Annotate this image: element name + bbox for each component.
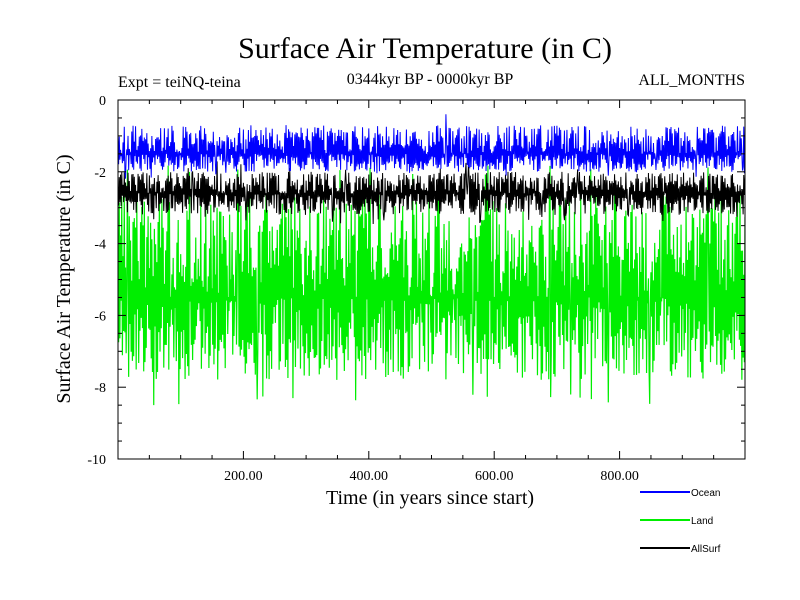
- y-tick-label: -6: [94, 309, 106, 324]
- legend-label-ocean: Ocean: [691, 488, 720, 499]
- experiment-label: Expt = teiNQ-teina: [118, 74, 241, 91]
- legend: Ocean Land AllSurf: [640, 488, 721, 555]
- time-range-label: 0344kyr BP - 0000kyr BP: [347, 71, 514, 88]
- y-tick-label: -10: [87, 453, 106, 468]
- y-tick-label: -4: [94, 238, 106, 253]
- x-tick-label: 600.00: [475, 469, 514, 484]
- series-line-allsurf: [118, 161, 745, 225]
- y-tick-label: -8: [94, 381, 106, 396]
- legend-label-allsurf: AllSurf: [691, 544, 721, 555]
- legend-label-land: Land: [691, 516, 713, 527]
- x-tick-label: 200.00: [224, 469, 263, 484]
- x-tick-label: 400.00: [350, 469, 389, 484]
- y-axis-label: Surface Air Temperature (in C): [53, 154, 75, 403]
- series-group: [118, 114, 745, 406]
- y-tick-label: -2: [94, 166, 106, 181]
- series-line-land: [118, 165, 745, 406]
- y-tick-label: 0: [99, 94, 106, 109]
- x-tick-label: 800.00: [600, 469, 639, 484]
- axis-ticks: 200.00 400.00 600.00 800.00 0 -2 -4 -6 -8 -10: [87, 94, 745, 484]
- x-axis-label: Time (in years since start): [326, 487, 534, 509]
- months-label: ALL_MONTHS: [638, 72, 745, 89]
- series-line-ocean: [118, 114, 745, 179]
- chart-title: Surface Air Temperature (in C): [238, 32, 612, 65]
